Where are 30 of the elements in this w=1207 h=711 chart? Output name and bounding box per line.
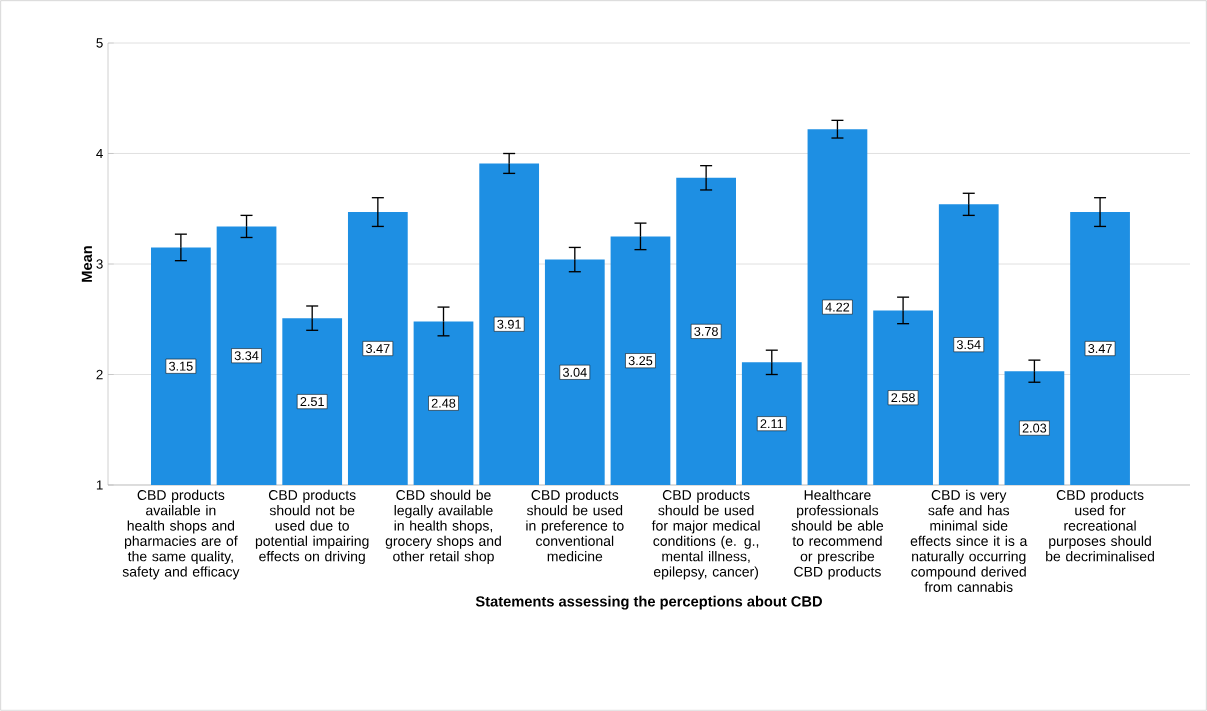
y-tick-label: 3 [96,259,103,269]
data-label: 3.25 [628,356,653,366]
data-label: 3.15 [169,361,193,371]
x-tick-label: CBD is very safe and has minimal side effects since it is a naturally occurring compound derived from cannabis [910,489,1028,592]
data-label: 4.22 [825,302,850,312]
x-axis-title: Statements assessing the perceptions about CBD [475,595,822,610]
data-label: 3.47 [366,344,390,354]
x-tick-label: CBD products should be used for major medical conditions (e. g., mental illness, epilepsy, cancer) [651,489,760,580]
data-label: 3.54 [956,340,981,350]
y-tick-label: 5 [96,38,103,48]
data-label: 3.34 [234,351,259,361]
data-label: 2.03 [1022,423,1047,433]
y-axis-title: Mean [81,246,93,282]
data-label: 3.78 [694,326,718,336]
data-label: 2.11 [760,419,784,429]
y-tick-label: 4 [96,148,103,159]
x-tick-label: Healthcare professionals should be able to recommend or prescribe CBD products [791,489,884,580]
y-tick-label: 1 [96,480,103,490]
x-tick-label: CBD products used for recreational purposes should be decriminalised [1046,489,1154,562]
data-label: 2.51 [300,397,324,407]
data-label: 2.58 [891,393,915,403]
data-label: 3.47 [1088,344,1112,354]
x-tick-label: CBD products available in health shops and pharmacies are of the same quality, safety and efficacy [122,489,240,580]
data-label: 3.04 [562,367,587,377]
x-tick-label: CBD should be legally available in health shops, grocery shops and other retail shop [385,489,501,565]
data-label: 2.48 [431,398,456,408]
x-tick-label: CBD products should not be used due to potential impairing effects on driving [255,489,369,565]
x-tick-label: CBD products should be used in preference to conventional medicine [526,489,624,562]
y-tick-label: 2 [96,369,103,380]
data-label: 3.91 [497,319,521,329]
